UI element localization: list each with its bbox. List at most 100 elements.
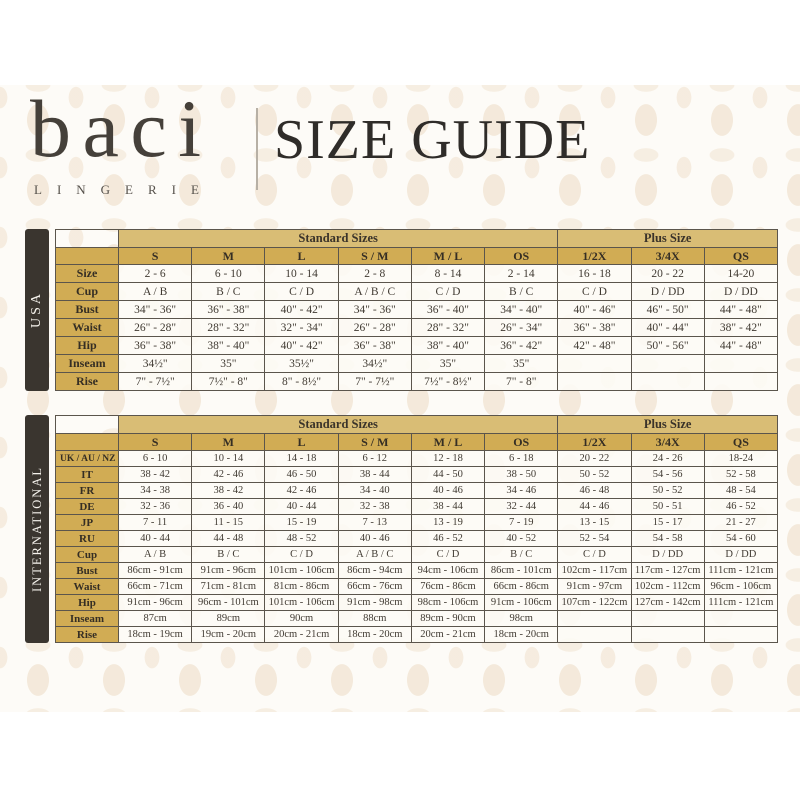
data-cell: 18cm - 20cm — [337, 626, 412, 643]
column-header-cell: OS — [484, 433, 559, 451]
data-cell: 91cm - 106cm — [484, 594, 559, 611]
data-cell: 52 - 58 — [703, 466, 779, 483]
data-cell: 46" - 50" — [630, 300, 705, 319]
column-header-cell: S — [117, 247, 193, 265]
data-cell: 10 - 14 — [264, 264, 339, 283]
data-cell: 102cm - 112cm — [630, 578, 705, 595]
column-header-cell: OS — [484, 247, 559, 265]
data-cell: D / DD — [703, 546, 779, 563]
table-row: Hip 91cm - 96cm 96cm - 101cm 101cm - 106cm 9… — [55, 594, 779, 611]
data-cell: 48 - 52 — [264, 530, 339, 547]
data-cell: 46 - 50 — [264, 466, 339, 483]
data-cell: 44 - 46 — [557, 498, 632, 515]
data-cell: 46 - 52 — [703, 498, 779, 515]
data-cell — [557, 626, 632, 643]
data-cell: 6 - 10 — [191, 264, 266, 283]
table-row: Rise 18cm - 19cm 19cm - 20cm 20cm - 21cm 18c… — [55, 626, 779, 643]
data-cell: 101cm - 106cm — [264, 562, 339, 579]
data-cell: D / DD — [630, 546, 705, 563]
row-label-cell: RU — [55, 530, 119, 547]
table-row: Inseam 87cm 89cm 90cm 88cm 89cm - 90cm 98cm — [55, 610, 779, 627]
data-cell: B / C — [191, 546, 266, 563]
data-cell — [557, 610, 632, 627]
data-cell: 89cm — [191, 610, 266, 627]
data-cell: 44 - 48 — [191, 530, 266, 547]
data-cell: A / B — [117, 282, 193, 301]
column-header-cell: M — [191, 433, 266, 451]
table-row: Waist 66cm - 71cm 71cm - 81cm 81cm - 86cm 66… — [55, 578, 779, 595]
data-cell: 10 - 14 — [191, 450, 266, 467]
data-cell: 7 - 19 — [484, 514, 559, 531]
data-cell: 46 - 52 — [410, 530, 486, 547]
column-header-cell: L — [264, 433, 339, 451]
data-cell: 40" - 44" — [630, 318, 705, 337]
table-row: Hip 36" - 38" 38" - 40" 40" - 42" 36" - 38" 3… — [55, 336, 779, 355]
table-row: DE 32 - 36 36 - 40 40 - 44 32 - 38 38 - 44 32 … — [55, 498, 779, 515]
data-cell: 34" - 40" — [484, 300, 559, 319]
row-label-cell: Hip — [55, 594, 119, 611]
data-cell: 117cm - 127cm — [630, 562, 705, 579]
data-cell: 96cm - 106cm — [703, 578, 779, 595]
table-row: Bust 86cm - 91cm 91cm - 96cm 101cm - 106cm 8… — [55, 562, 779, 579]
data-cell: 88cm — [337, 610, 412, 627]
international-size-table-section: INTERNATIONAL Standard Sizes Plus Size S M L… — [25, 415, 779, 643]
data-cell: 35" — [484, 354, 559, 373]
data-cell: 26" - 34" — [484, 318, 559, 337]
data-cell: 38 - 44 — [410, 498, 486, 515]
data-cell: 54 - 60 — [703, 530, 779, 547]
data-cell — [703, 626, 779, 643]
data-cell: 7 - 11 — [117, 514, 193, 531]
row-label-cell: FR — [55, 482, 119, 499]
data-cell: 34 - 46 — [484, 482, 559, 499]
data-cell: 91cm - 98cm — [337, 594, 412, 611]
data-cell: 32" - 34" — [264, 318, 339, 337]
data-cell: 20 - 22 — [557, 450, 632, 467]
data-cell: 40 - 44 — [264, 498, 339, 515]
data-cell: 38" - 40" — [410, 336, 486, 355]
data-cell: 13 - 15 — [557, 514, 632, 531]
data-cell — [630, 626, 705, 643]
data-cell: B / C — [484, 282, 559, 301]
data-cell — [703, 610, 779, 627]
column-header-cell: QS — [703, 433, 779, 451]
data-cell: 40 - 52 — [484, 530, 559, 547]
usa-region-bar: USA — [25, 229, 49, 391]
corner-spacer-cell — [55, 229, 119, 248]
standard-sizes-group-header: Standard Sizes — [117, 229, 559, 248]
data-cell: 66cm - 76cm — [337, 578, 412, 595]
data-cell: 40" - 42" — [264, 336, 339, 355]
data-cell: 50 - 52 — [630, 482, 705, 499]
data-cell: 52 - 54 — [557, 530, 632, 547]
row-label-cell: Hip — [55, 336, 119, 355]
plus-size-group-header: Plus Size — [557, 415, 778, 434]
data-cell: 21 - 27 — [703, 514, 779, 531]
data-cell: 20cm - 21cm — [410, 626, 486, 643]
row-label-cell: Rise — [55, 372, 119, 391]
data-cell: 15 - 17 — [630, 514, 705, 531]
data-cell: 40 - 44 — [117, 530, 193, 547]
column-header-cell: 3/4X — [630, 433, 705, 451]
data-cell: 38 - 44 — [337, 466, 412, 483]
data-cell: 90cm — [264, 610, 339, 627]
data-cell: 18cm - 20cm — [484, 626, 559, 643]
data-cell: 13 - 19 — [410, 514, 486, 531]
table-row: RU 40 - 44 44 - 48 48 - 52 40 - 46 46 - 52 40 … — [55, 530, 779, 547]
data-cell: 81cm - 86cm — [264, 578, 339, 595]
data-cell: 89cm - 90cm — [410, 610, 486, 627]
column-header-cell: 1/2X — [557, 433, 632, 451]
data-cell: 2 - 8 — [337, 264, 412, 283]
data-cell: 14-20 — [703, 264, 779, 283]
row-label-cell: Cup — [55, 546, 119, 563]
data-cell — [703, 354, 779, 373]
table-row: IT 38 - 42 42 - 46 46 - 50 38 - 44 44 - 50 38 … — [55, 466, 779, 483]
data-cell: 7" - 8" — [484, 372, 559, 391]
row-label-cell: JP — [55, 514, 119, 531]
data-cell: 6 - 12 — [337, 450, 412, 467]
data-cell: 7" - 7½" — [117, 372, 193, 391]
data-cell: 18-24 — [703, 450, 779, 467]
data-cell: 7" - 7½" — [337, 372, 412, 391]
row-label-cell: Inseam — [55, 610, 119, 627]
table-row: Inseam 34½" 35" 35½" 34½" 35" 35" — [55, 354, 779, 373]
